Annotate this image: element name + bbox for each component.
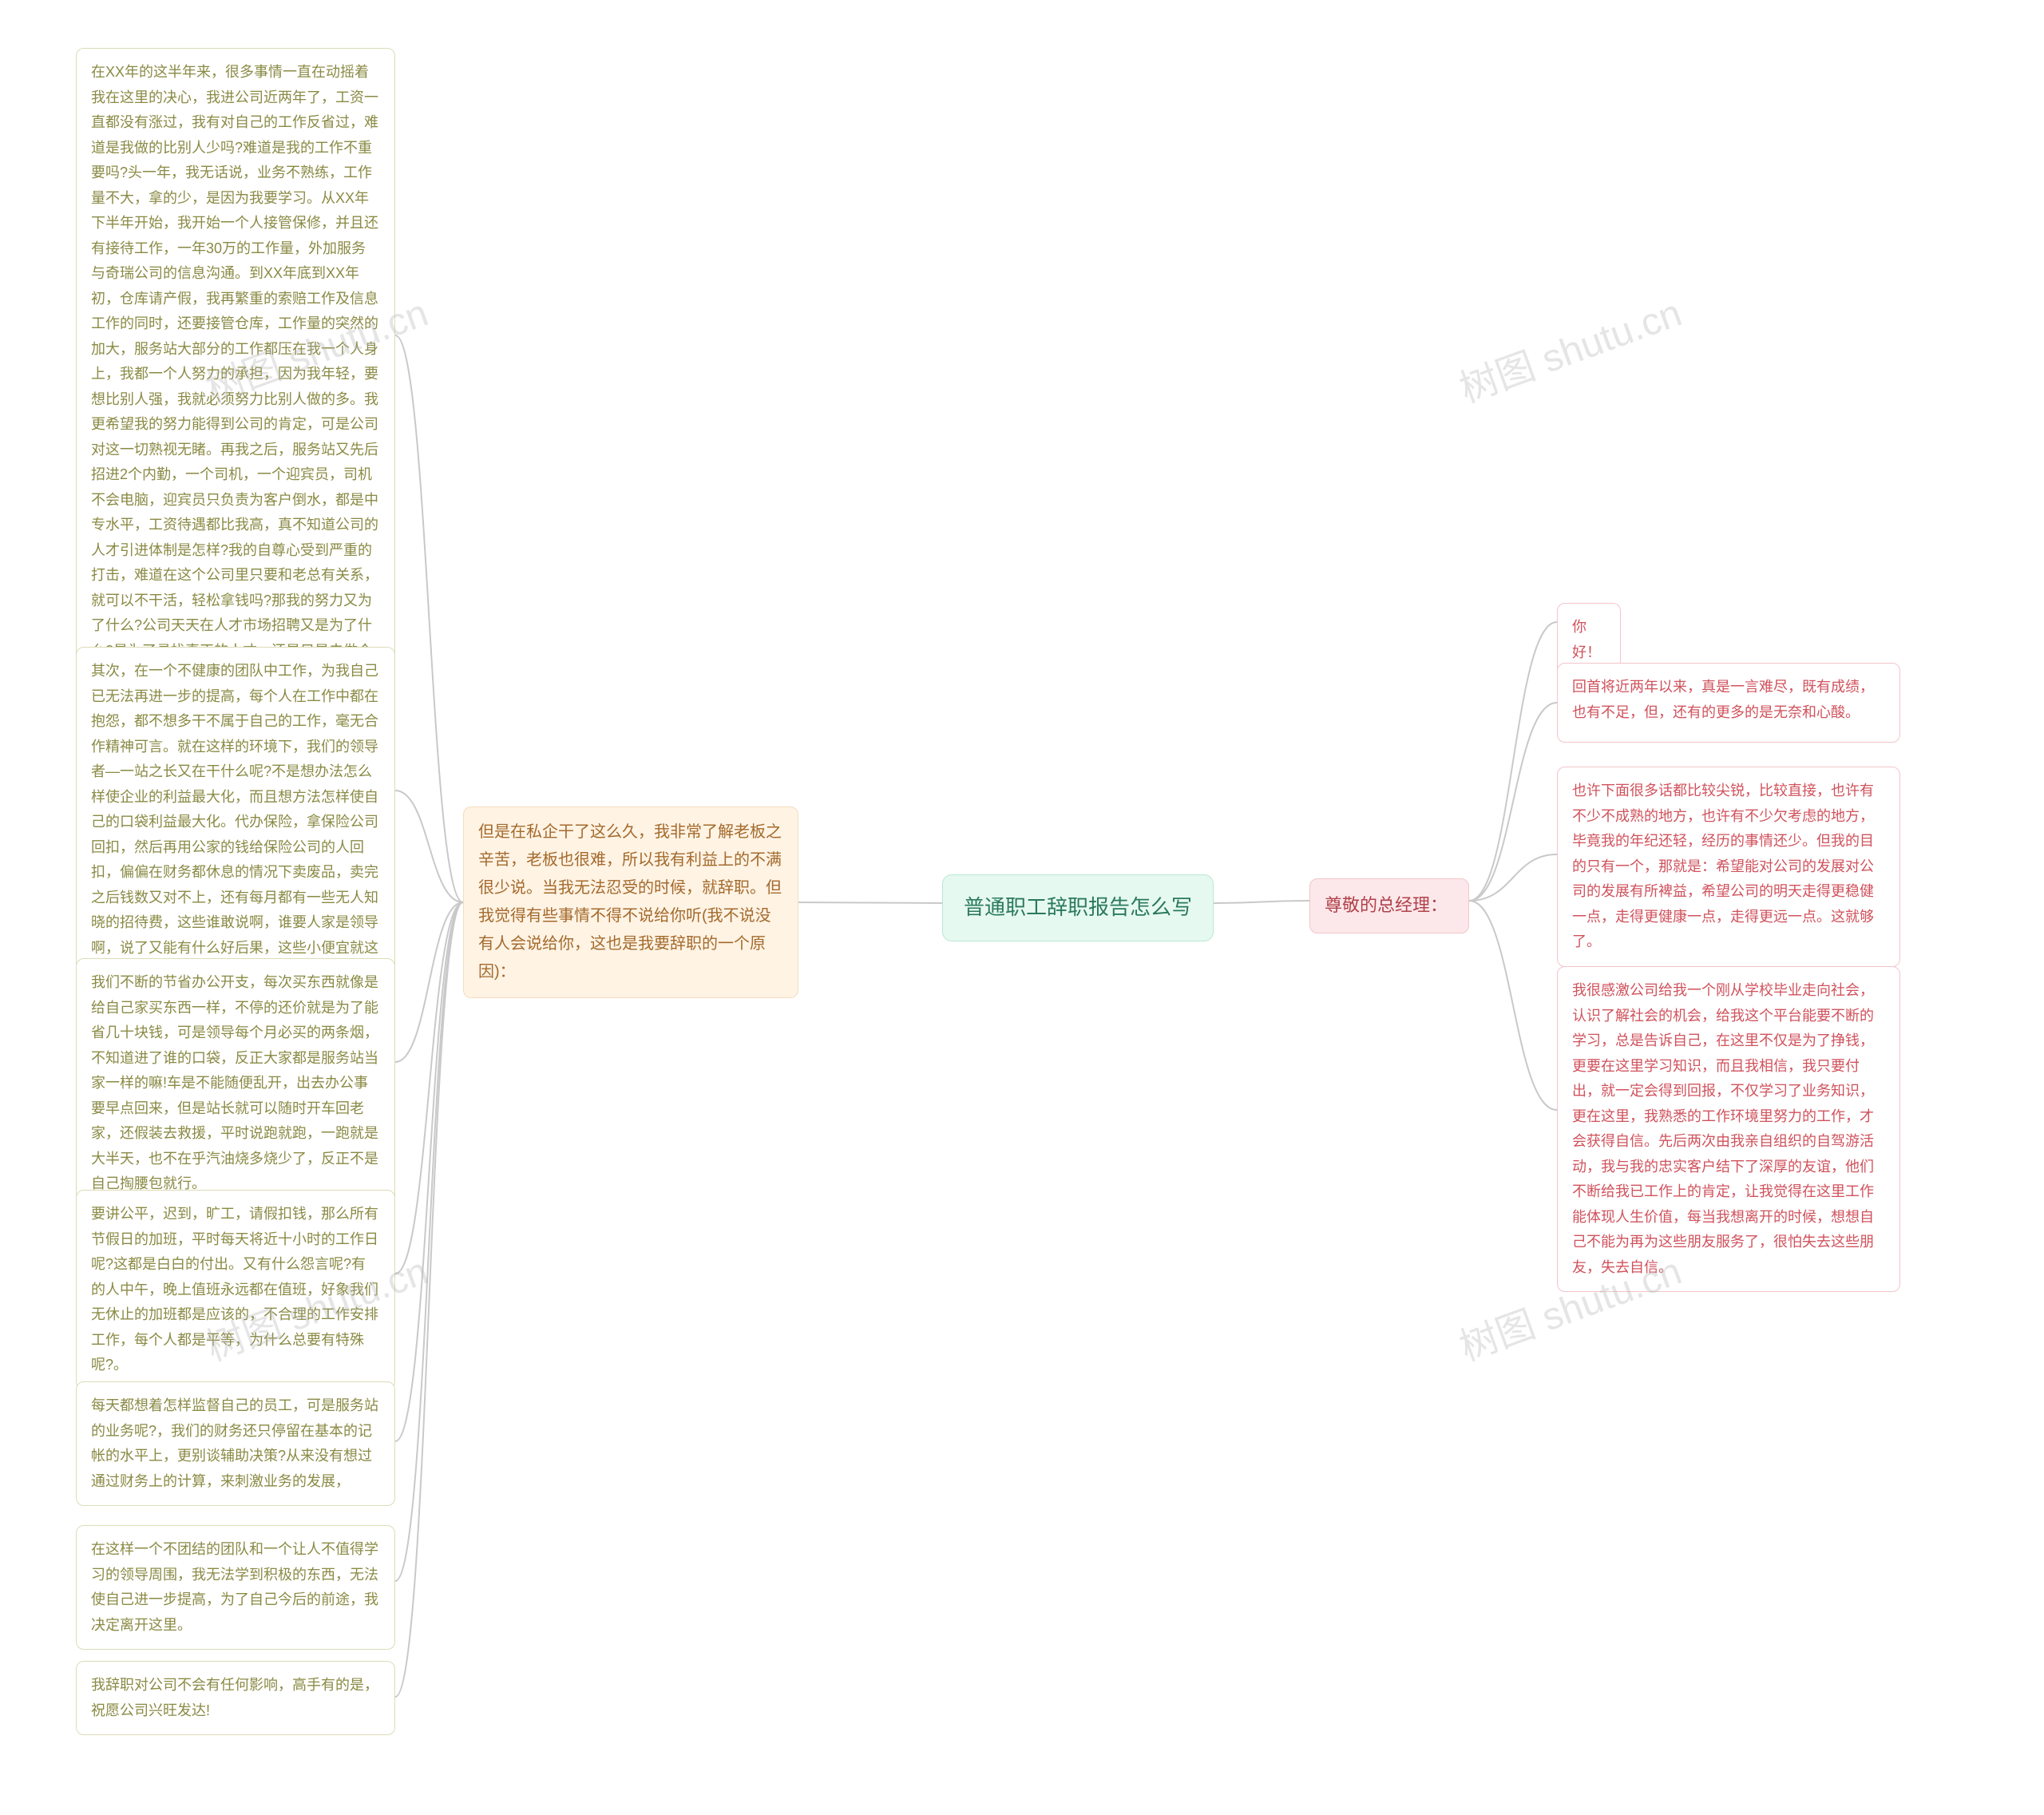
connector-edge [395,791,463,902]
connector-edge [1214,901,1309,903]
connector-edge [798,902,942,903]
mindmap-node-left_2: 其次，在一个不健康的团队中工作，为我自己已无法再进一步的提高，每个人在工作中都在… [76,647,395,998]
mindmap-node-left_7: 我辞职对公司不会有任何影响，高手有的是，祝愿公司兴旺发达! [76,1661,395,1735]
mindmap-node-left_6: 在这样一个不团结的团队和一个让人不值得学习的领导周围，我无法学到积极的东西，无法… [76,1525,395,1650]
connector-edge [1469,622,1557,901]
connector-edge [395,335,463,902]
mindmap-node-left_4: 要讲公平，迟到，旷工，请假扣钱，那么所有节假日的加班，平时每天将近十小时的工作日… [76,1190,395,1390]
connector-edge [1469,901,1557,1110]
mindmap-node-left_5: 每天都想着怎样监督自己的员工，可是服务站的业务呢?，我们的财务还只停留在基本的记… [76,1381,395,1506]
mindmap-node-right_4: 我很感激公司给我一个刚从学校毕业走向社会，认识了解社会的机会，给我这个平台能要不… [1557,966,1900,1292]
mindmap-node-left_1: 在XX年的这半年来，很多事情一直在动摇着我在这里的决心，我进公司近两年了，工资一… [76,48,395,726]
mindmap-node-right_3: 也许下面很多话都比较尖锐，比较直接，也许有不少不成熟的地方，也许有不少欠考虑的地… [1557,767,1900,967]
connector-edge [395,902,463,1581]
mindmap-node-right_sub: 尊敬的总经理： [1309,878,1469,933]
mindmap-node-center: 普通职工辞职报告怎么写 [942,874,1214,941]
mindmap-node-left_3: 我们不断的节省办公开支，每次买东西就像是给自己家买东西一样，不停的还价就是为了能… [76,958,395,1209]
watermark: 树图 shutu.cn [1451,281,1688,413]
connector-edge [395,902,463,1062]
mindmap-node-left_sub: 但是在私企干了这么久，我非常了解老板之辛苦，老板也很难，所以我有利益上的不满很少… [463,806,798,998]
connector-edge [395,902,463,1274]
mindmap-node-right_2: 回首将近两年以来，真是一言难尽，既有成绩，也有不足，但，还有的更多的是无奈和心酸… [1557,663,1900,743]
connector-edge [395,902,463,1697]
connector-edge [1469,703,1557,901]
connector-edge [395,902,463,1441]
connector-edge [1469,854,1557,901]
